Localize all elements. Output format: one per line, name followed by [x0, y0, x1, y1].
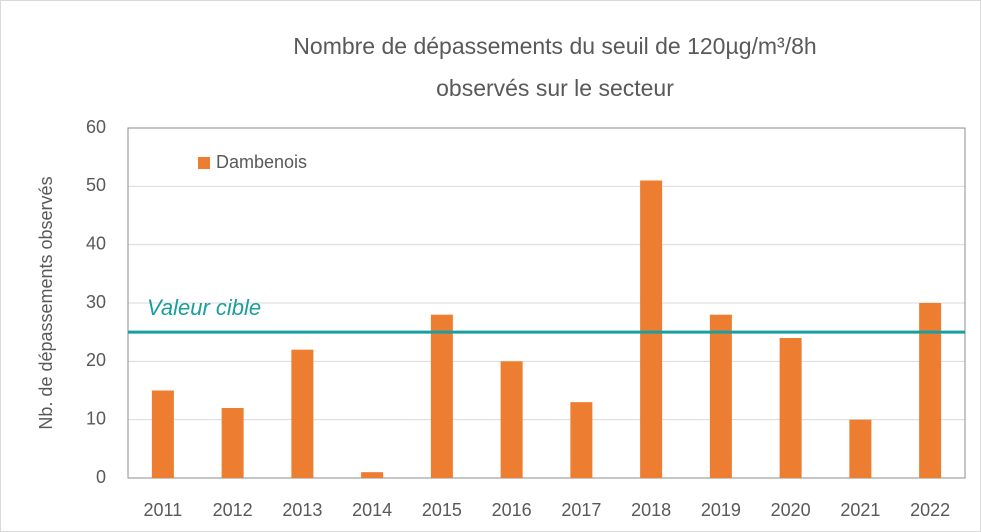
y-tick-label: 10: [86, 408, 106, 428]
legend-swatch: [198, 157, 210, 169]
bar: [640, 180, 663, 478]
bar: [919, 303, 942, 478]
chart-title: observés sur le secteur: [436, 75, 674, 101]
x-tick-label: 2013: [282, 500, 322, 520]
bar: [151, 390, 174, 478]
bar: [570, 402, 593, 478]
y-tick-label: 0: [96, 467, 106, 487]
x-tick-label: 2012: [213, 500, 253, 520]
x-tick-label: 2018: [631, 500, 671, 520]
bar: [291, 349, 314, 478]
bar: [709, 314, 732, 478]
bar: [500, 361, 523, 478]
x-tick-label: 2021: [840, 500, 880, 520]
reference-label: Valeur cible: [147, 295, 261, 320]
plot-border: [127, 127, 966, 479]
x-tick-label: 2011: [144, 500, 183, 520]
bar: [361, 472, 384, 478]
x-tick-label: 2020: [771, 500, 811, 520]
y-axis-label: Nb. de dépassements observés: [36, 176, 56, 429]
legend-label: Dambenois: [216, 152, 307, 172]
bar: [430, 314, 453, 478]
bar: [779, 338, 802, 478]
y-tick-label: 40: [86, 233, 106, 253]
x-tick-label: 2019: [701, 500, 741, 520]
y-tick-label: 30: [86, 292, 106, 312]
bar: [221, 408, 244, 478]
x-tick-label: 2016: [492, 500, 532, 520]
bar: [849, 419, 872, 478]
y-tick-label: 20: [86, 350, 106, 370]
x-tick-label: 2017: [561, 500, 601, 520]
x-tick-label: 2015: [422, 500, 462, 520]
y-tick-label: 50: [86, 175, 106, 195]
y-tick-label: 60: [86, 117, 106, 137]
x-tick-label: 2014: [352, 500, 392, 520]
x-tick-label: 2022: [910, 500, 950, 520]
chart-title: Nombre de dépassements du seuil de 120µg…: [293, 33, 816, 59]
